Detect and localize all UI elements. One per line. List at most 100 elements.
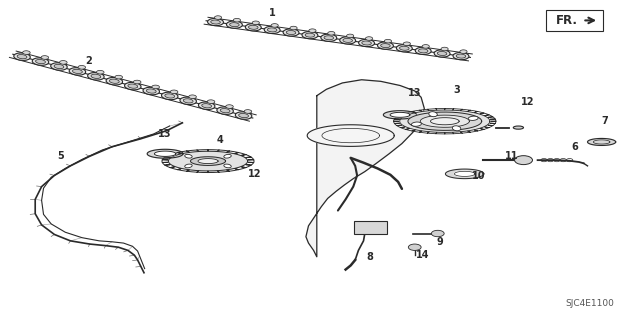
Ellipse shape bbox=[106, 78, 123, 85]
Ellipse shape bbox=[434, 50, 450, 57]
Ellipse shape bbox=[362, 41, 371, 45]
Text: 11: 11 bbox=[505, 151, 519, 161]
Ellipse shape bbox=[452, 126, 461, 131]
Ellipse shape bbox=[51, 63, 67, 70]
Ellipse shape bbox=[412, 122, 421, 126]
Ellipse shape bbox=[185, 164, 192, 168]
Ellipse shape bbox=[513, 126, 524, 129]
Ellipse shape bbox=[91, 74, 100, 78]
Ellipse shape bbox=[271, 24, 278, 27]
Ellipse shape bbox=[224, 154, 231, 158]
Ellipse shape bbox=[415, 47, 431, 55]
Ellipse shape bbox=[385, 39, 392, 43]
Ellipse shape bbox=[185, 154, 192, 158]
Text: 1: 1 bbox=[269, 8, 275, 18]
Ellipse shape bbox=[211, 20, 220, 24]
Text: 6: 6 bbox=[572, 142, 578, 152]
Ellipse shape bbox=[170, 90, 178, 94]
Ellipse shape bbox=[302, 32, 318, 39]
Ellipse shape bbox=[429, 112, 437, 117]
Ellipse shape bbox=[343, 38, 353, 42]
Ellipse shape bbox=[283, 29, 299, 36]
Text: 7: 7 bbox=[602, 116, 608, 126]
Polygon shape bbox=[307, 125, 394, 146]
Polygon shape bbox=[147, 149, 183, 158]
Ellipse shape bbox=[78, 65, 86, 69]
Ellipse shape bbox=[220, 108, 230, 113]
Text: 13: 13 bbox=[158, 129, 172, 139]
Ellipse shape bbox=[236, 112, 252, 119]
Text: 8: 8 bbox=[367, 252, 373, 262]
Circle shape bbox=[408, 244, 421, 250]
Ellipse shape bbox=[328, 32, 335, 35]
Text: 9: 9 bbox=[437, 237, 444, 248]
Text: SJC4E1100: SJC4E1100 bbox=[566, 299, 614, 308]
Polygon shape bbox=[306, 80, 424, 257]
Ellipse shape bbox=[202, 104, 212, 108]
Ellipse shape bbox=[378, 42, 394, 49]
Ellipse shape bbox=[347, 34, 354, 38]
Ellipse shape bbox=[290, 26, 297, 30]
Ellipse shape bbox=[419, 49, 428, 53]
Ellipse shape bbox=[468, 116, 478, 120]
Ellipse shape bbox=[324, 36, 333, 40]
Ellipse shape bbox=[248, 25, 258, 29]
Ellipse shape bbox=[217, 107, 234, 115]
Polygon shape bbox=[408, 112, 482, 130]
Ellipse shape bbox=[453, 53, 469, 60]
Polygon shape bbox=[191, 157, 225, 166]
Text: 10: 10 bbox=[472, 171, 486, 181]
Ellipse shape bbox=[230, 23, 239, 27]
Ellipse shape bbox=[189, 95, 196, 99]
Ellipse shape bbox=[422, 45, 429, 48]
FancyBboxPatch shape bbox=[546, 10, 603, 31]
Ellipse shape bbox=[36, 59, 45, 64]
Polygon shape bbox=[383, 111, 417, 119]
Ellipse shape bbox=[41, 56, 49, 59]
Ellipse shape bbox=[97, 70, 104, 74]
Ellipse shape bbox=[152, 85, 159, 89]
Ellipse shape bbox=[115, 75, 122, 79]
Polygon shape bbox=[454, 171, 475, 176]
Ellipse shape bbox=[403, 42, 410, 46]
Text: 13: 13 bbox=[408, 87, 422, 98]
Ellipse shape bbox=[305, 33, 315, 37]
Ellipse shape bbox=[340, 37, 356, 44]
Ellipse shape bbox=[227, 21, 243, 28]
Circle shape bbox=[431, 230, 444, 237]
Ellipse shape bbox=[264, 26, 280, 33]
Ellipse shape bbox=[72, 69, 83, 73]
Ellipse shape bbox=[396, 45, 412, 52]
Polygon shape bbox=[168, 151, 248, 171]
Ellipse shape bbox=[207, 19, 223, 26]
Ellipse shape bbox=[321, 34, 337, 41]
Ellipse shape bbox=[224, 164, 231, 168]
Ellipse shape bbox=[60, 61, 67, 64]
Ellipse shape bbox=[252, 21, 259, 25]
Ellipse shape bbox=[147, 89, 156, 93]
Polygon shape bbox=[431, 118, 459, 125]
Ellipse shape bbox=[358, 40, 374, 47]
Ellipse shape bbox=[207, 100, 215, 103]
Text: 14: 14 bbox=[415, 250, 429, 260]
Ellipse shape bbox=[268, 28, 277, 32]
Ellipse shape bbox=[13, 53, 30, 60]
Ellipse shape bbox=[109, 79, 119, 83]
Text: 3: 3 bbox=[453, 85, 460, 95]
Ellipse shape bbox=[125, 82, 141, 90]
Polygon shape bbox=[154, 151, 176, 156]
Ellipse shape bbox=[183, 99, 193, 103]
Ellipse shape bbox=[88, 73, 104, 80]
Ellipse shape bbox=[165, 94, 175, 98]
Polygon shape bbox=[445, 169, 484, 179]
Polygon shape bbox=[198, 159, 218, 164]
Polygon shape bbox=[400, 110, 490, 132]
Text: 2: 2 bbox=[85, 56, 92, 66]
Ellipse shape bbox=[239, 114, 248, 118]
Ellipse shape bbox=[234, 19, 241, 22]
Ellipse shape bbox=[381, 44, 390, 48]
Ellipse shape bbox=[54, 64, 64, 69]
Ellipse shape bbox=[198, 102, 215, 109]
FancyBboxPatch shape bbox=[354, 221, 387, 234]
Ellipse shape bbox=[365, 37, 372, 40]
